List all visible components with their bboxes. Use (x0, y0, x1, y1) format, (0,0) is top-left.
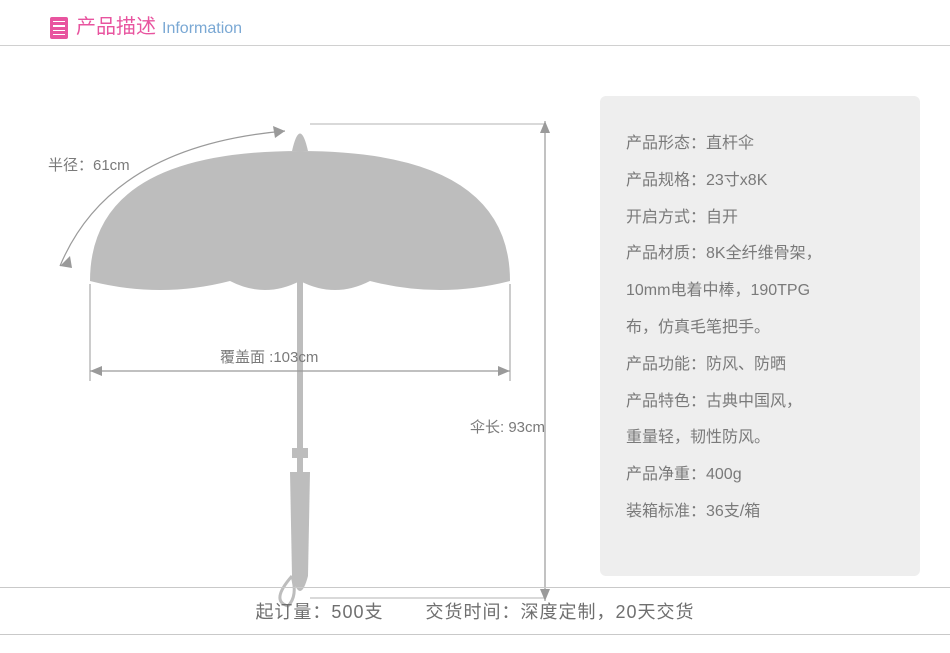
spec-line: 10mm电着中棒，190TPG (626, 273, 894, 310)
section-header: 产品描述 Information (0, 0, 950, 46)
header-title-cn: 产品描述 (76, 10, 156, 39)
spec-line: 产品规格：23寸x8K (626, 163, 894, 200)
footer-bar: 起订量：500支 交货时间：深度定制，20天交货 (0, 587, 950, 635)
length-label: 伞长: 93cm (470, 416, 545, 437)
radius-label: 半径：61cm (48, 154, 130, 175)
spec-line: 装箱标准：36支/箱 (626, 494, 894, 531)
spec-line: 重量轻，韧性防风。 (626, 420, 894, 457)
spec-line: 产品特色：古典中国风， (626, 384, 894, 421)
spec-line: 产品形态：直杆伞 (626, 126, 894, 163)
umbrella-shaft (280, 281, 310, 606)
footer-lead: 交货时间：深度定制，20天交货 (426, 602, 695, 622)
spec-line: 产品净重：400g (626, 457, 894, 494)
header-title-en: Information (162, 20, 242, 39)
doc-lines-icon (50, 17, 68, 39)
spec-line: 开启方式：自开 (626, 200, 894, 237)
spec-line: 产品材质：8K全纤维骨架， (626, 236, 894, 273)
umbrella-canopy (90, 134, 510, 291)
spec-line: 布，仿真毛笔把手。 (626, 310, 894, 347)
umbrella-diagram: 半径：61cm 覆盖面 :103cm 伞长: 93cm (20, 76, 580, 596)
spec-line: 产品功能：防风、防晒 (626, 347, 894, 384)
content-row: 半径：61cm 覆盖面 :103cm 伞长: 93cm 产品形态：直杆伞 产品规… (0, 46, 950, 596)
spec-panel: 产品形态：直杆伞 产品规格：23寸x8K 开启方式：自开 产品材质：8K全纤维骨… (600, 96, 920, 576)
coverage-label: 覆盖面 :103cm (220, 346, 318, 367)
footer-moq: 起订量：500支 (255, 602, 383, 622)
